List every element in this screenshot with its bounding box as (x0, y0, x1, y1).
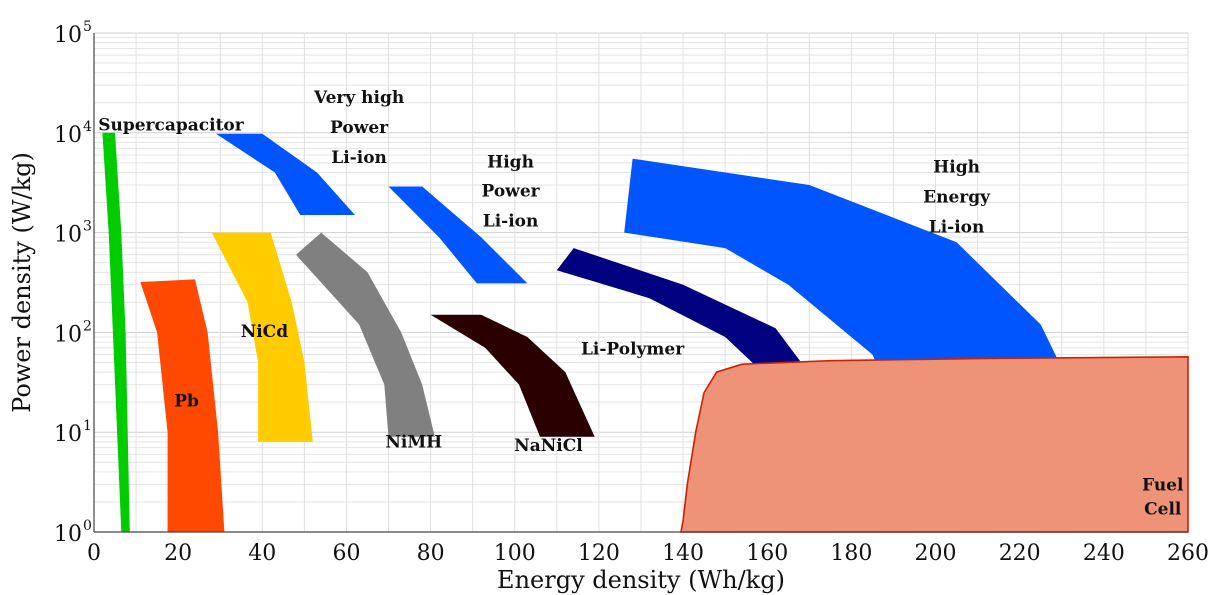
y-tick-base: 10 (54, 123, 82, 148)
series-label-nicd: NiCd (241, 322, 289, 342)
x-tick-label: 200 (915, 541, 957, 566)
series-regions (102, 132, 1189, 533)
region-supercapacitor (102, 132, 130, 533)
series-label-high-energy-li-ion: Li-ion (929, 218, 985, 238)
y-tick-label: 10 (54, 223, 82, 248)
series-label-high-energy-li-ion: High (933, 158, 980, 178)
region-fuel-cell (680, 355, 1189, 533)
region-nicd (211, 232, 313, 442)
y-tick-label: 10 (54, 522, 82, 547)
y-tick-label: 10 (54, 322, 82, 347)
y-tick-base: 10 (54, 422, 82, 447)
y-tick-base: 10 (54, 23, 82, 48)
x-tick-label: 160 (746, 541, 788, 566)
x-tick-label: 180 (830, 541, 872, 566)
series-label-very-high-power-li-ion: Li-ion (331, 148, 387, 168)
x-axis-title: Energy density (Wh/kg) (497, 566, 785, 594)
y-tick-label: 10 (54, 123, 82, 148)
y-tick-base: 10 (54, 322, 82, 347)
series-label-nanicl: NaNiCl (514, 436, 583, 456)
x-tick-label: 80 (417, 541, 445, 566)
y-tick-label: 10 (54, 422, 82, 447)
series-label-supercapacitor: Supercapacitor (98, 116, 245, 136)
y-tick-exponent: 1 (83, 418, 92, 434)
y-tick-exponent: 5 (83, 19, 92, 35)
series-label-high-power-li-ion: High (487, 152, 534, 172)
region-nanicl (430, 314, 595, 437)
x-tick-label: 220 (999, 541, 1041, 566)
series-label-high-power-li-ion: Power (482, 181, 541, 201)
series-label-very-high-power-li-ion: Power (330, 118, 389, 138)
series-label-very-high-power-li-ion: Very high (313, 88, 404, 108)
x-tick-label: 100 (494, 541, 536, 566)
region-pb (140, 279, 225, 532)
x-tick-label: 120 (578, 541, 620, 566)
region-high-power-li-ion (388, 186, 528, 284)
x-tick-label: 240 (1083, 541, 1125, 566)
series-label-high-power-li-ion: Li-ion (483, 212, 539, 232)
x-tick-label: 20 (164, 541, 192, 566)
y-axis-title: Power density (W/kg) (8, 152, 36, 413)
y-tick-base: 10 (54, 522, 82, 547)
region-nimh (296, 232, 435, 437)
series-label-fuel-cell: Cell (1144, 499, 1182, 519)
y-tick-exponent: 2 (83, 318, 92, 334)
y-tick-exponent: 3 (83, 219, 92, 235)
y-tick-exponent: 4 (83, 119, 92, 135)
y-tick-label: 10 (54, 23, 82, 48)
x-tick-label: 140 (662, 541, 704, 566)
series-label-fuel-cell: Fuel (1142, 476, 1184, 496)
x-tick-label: 0 (87, 541, 101, 566)
series-label-li-polymer: Li-Polymer (581, 340, 685, 360)
y-tick-base: 10 (54, 223, 82, 248)
series-label-nimh: NiMH (385, 433, 442, 453)
region-very-high-power-li-ion (216, 133, 355, 215)
x-tick-label: 40 (248, 541, 276, 566)
series-label-pb: Pb (174, 392, 199, 412)
x-tick-label: 260 (1167, 541, 1209, 566)
x-tick-label: 60 (332, 541, 360, 566)
y-tick-exponent: 0 (83, 518, 92, 534)
series-label-high-energy-li-ion: Energy (923, 188, 991, 208)
series-labels: Supercapacitor Pb NiCd NiMH NaNiCl Very high P… (98, 88, 1184, 520)
